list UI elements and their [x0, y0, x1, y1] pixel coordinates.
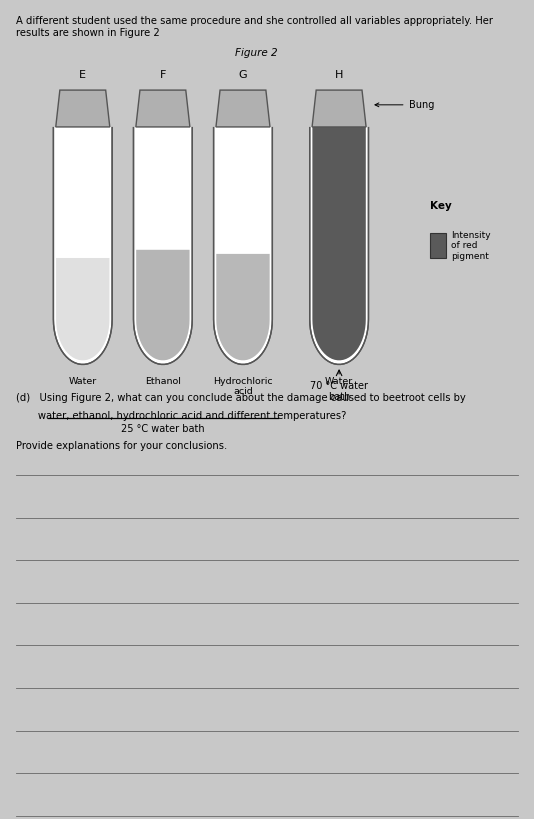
PathPatch shape	[56, 258, 109, 360]
PathPatch shape	[216, 254, 270, 360]
Text: (d)   Using Figure 2, what can you conclude about the damage caused to beetroot : (d) Using Figure 2, what can you conclud…	[16, 393, 466, 403]
Text: water, ethanol, hydrochloric acid and different temperatures?: water, ethanol, hydrochloric acid and di…	[16, 411, 347, 421]
Text: A different student used the same procedure and she controlled all variables app: A different student used the same proced…	[16, 16, 493, 26]
PathPatch shape	[136, 90, 190, 127]
Text: F: F	[160, 70, 166, 80]
Text: Water: Water	[325, 377, 353, 386]
PathPatch shape	[216, 90, 270, 127]
Text: Figure 2: Figure 2	[235, 48, 278, 57]
Text: Bung: Bung	[375, 100, 434, 110]
PathPatch shape	[134, 127, 192, 364]
Text: results are shown in Figure 2: results are shown in Figure 2	[16, 28, 160, 38]
Text: 25 °C water bath: 25 °C water bath	[121, 424, 205, 434]
PathPatch shape	[56, 90, 110, 127]
Text: Water: Water	[69, 377, 97, 386]
PathPatch shape	[312, 127, 366, 360]
Text: Hydrochloric
acid: Hydrochloric acid	[213, 377, 273, 396]
PathPatch shape	[214, 127, 272, 364]
PathPatch shape	[312, 90, 366, 127]
Text: G: G	[239, 70, 247, 80]
Bar	[430, 233, 446, 258]
Text: 70 °C water
bath: 70 °C water bath	[310, 381, 368, 402]
Text: E: E	[79, 70, 87, 80]
Text: Intensity
of red
pigment: Intensity of red pigment	[451, 231, 491, 260]
PathPatch shape	[53, 127, 112, 364]
PathPatch shape	[310, 127, 368, 364]
Text: Key: Key	[430, 201, 452, 210]
Text: Ethanol: Ethanol	[145, 377, 181, 386]
PathPatch shape	[136, 250, 190, 360]
Text: H: H	[335, 70, 343, 80]
Text: Provide explanations for your conclusions.: Provide explanations for your conclusion…	[16, 441, 227, 450]
